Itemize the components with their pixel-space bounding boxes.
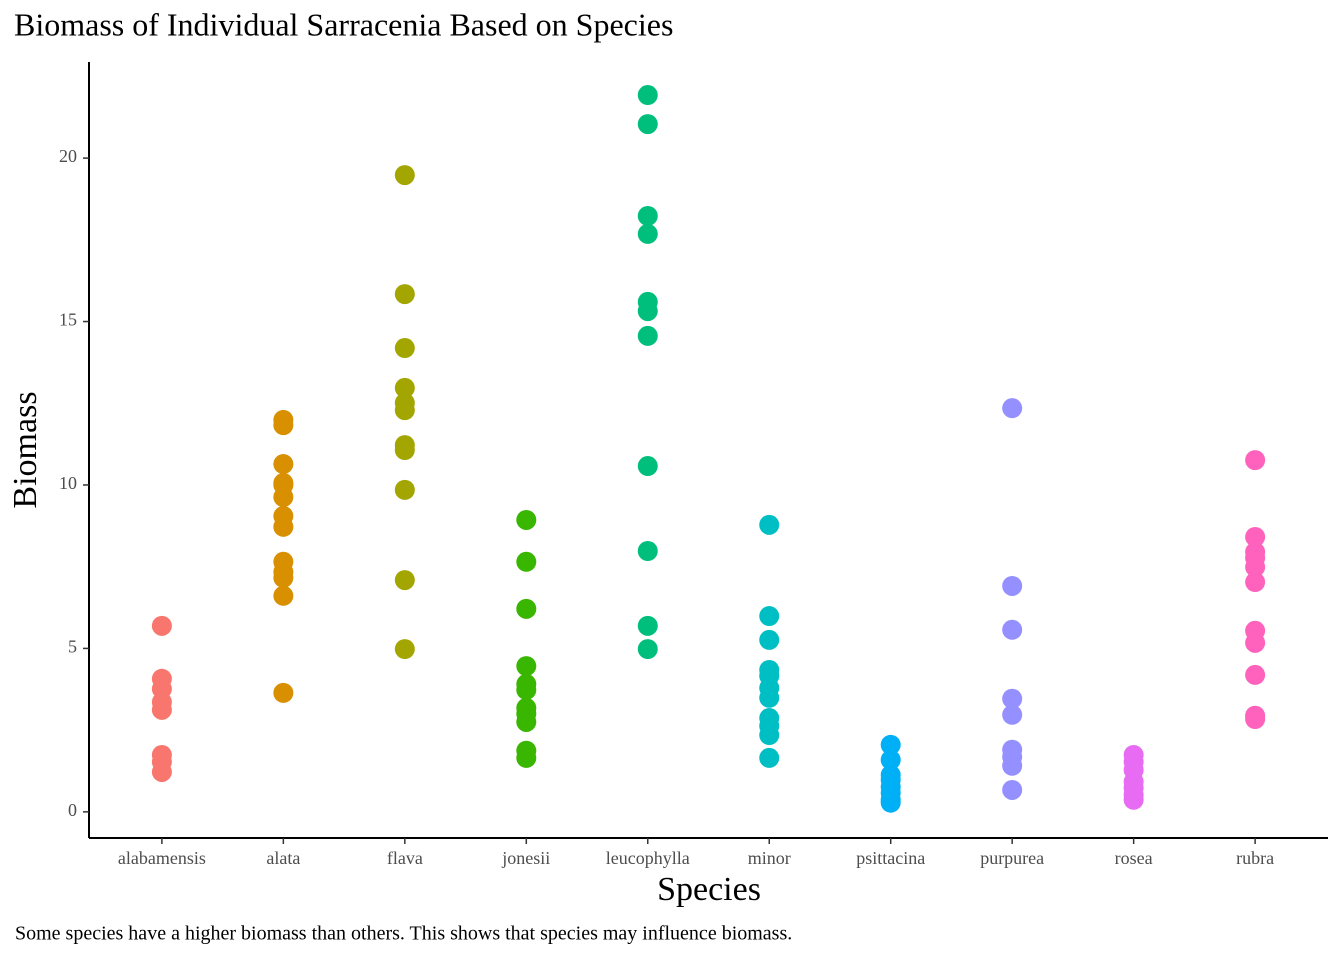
point: [151, 699, 172, 720]
caption: Some species have a higher biomass than …: [15, 923, 792, 945]
point: [1245, 709, 1266, 730]
y-tick-label: 5: [68, 637, 77, 657]
x-tick-label: psittacina: [856, 848, 925, 868]
point: [1002, 619, 1023, 640]
y-tick-label: 10: [59, 473, 77, 493]
point: [1245, 632, 1266, 653]
x-tick-label: rosea: [1115, 848, 1153, 868]
x-tick-label: flava: [387, 848, 423, 868]
point: [637, 301, 658, 322]
point: [880, 749, 901, 770]
point: [273, 516, 294, 537]
point: [516, 598, 537, 619]
point: [273, 454, 294, 475]
y-tick-label: 0: [68, 800, 77, 820]
point: [637, 114, 658, 135]
chart-title: Biomass of Individual Sarracenia Based o…: [14, 6, 673, 42]
point: [516, 656, 537, 677]
point: [759, 687, 780, 708]
point: [394, 284, 415, 305]
point: [516, 747, 537, 768]
point: [394, 400, 415, 421]
point: [516, 679, 537, 700]
point: [1245, 526, 1266, 547]
point: [273, 487, 294, 508]
point: [759, 747, 780, 768]
point: [394, 377, 415, 398]
x-tick-label: rubra: [1236, 848, 1274, 868]
point: [394, 570, 415, 591]
y-tick-label: 15: [59, 310, 77, 330]
point: [516, 711, 537, 732]
x-axis-label: Species: [657, 871, 761, 908]
point: [637, 639, 658, 660]
point: [394, 165, 415, 186]
point: [151, 615, 172, 636]
point: [637, 223, 658, 244]
y-tick-label: 20: [59, 146, 77, 166]
point: [759, 629, 780, 650]
point: [1002, 779, 1023, 800]
point: [1245, 557, 1266, 578]
point: [880, 734, 901, 755]
point: [1002, 398, 1023, 419]
point: [637, 325, 658, 346]
point: [516, 551, 537, 572]
x-tick-label: minor: [748, 848, 791, 868]
point: [151, 761, 172, 782]
x-tick-label: leucophylla: [606, 848, 690, 868]
x-tick-label: jonesii: [501, 848, 550, 868]
point: [759, 606, 780, 627]
x-tick-label: alabamensis: [118, 848, 206, 868]
point: [637, 205, 658, 226]
point: [759, 725, 780, 746]
point: [394, 338, 415, 359]
point: [273, 567, 294, 588]
point: [273, 682, 294, 703]
y-axis-label: Biomass: [7, 391, 44, 508]
point: [394, 479, 415, 500]
point: [394, 639, 415, 660]
point: [637, 456, 658, 477]
point: [1245, 450, 1266, 471]
x-tick-label: purpurea: [980, 848, 1044, 868]
point: [1123, 789, 1144, 810]
point: [880, 792, 901, 813]
point: [516, 509, 537, 530]
point: [394, 440, 415, 460]
point: [273, 585, 294, 606]
point: [1002, 755, 1023, 776]
point: [637, 85, 658, 106]
point: [1002, 704, 1023, 725]
x-tick-label: alata: [266, 848, 300, 868]
point: [273, 415, 294, 436]
point: [1002, 688, 1023, 709]
point: [1002, 575, 1023, 596]
point: [1245, 572, 1266, 593]
point: [637, 541, 658, 562]
point: [637, 615, 658, 636]
point: [759, 514, 780, 535]
point: [1245, 664, 1266, 685]
